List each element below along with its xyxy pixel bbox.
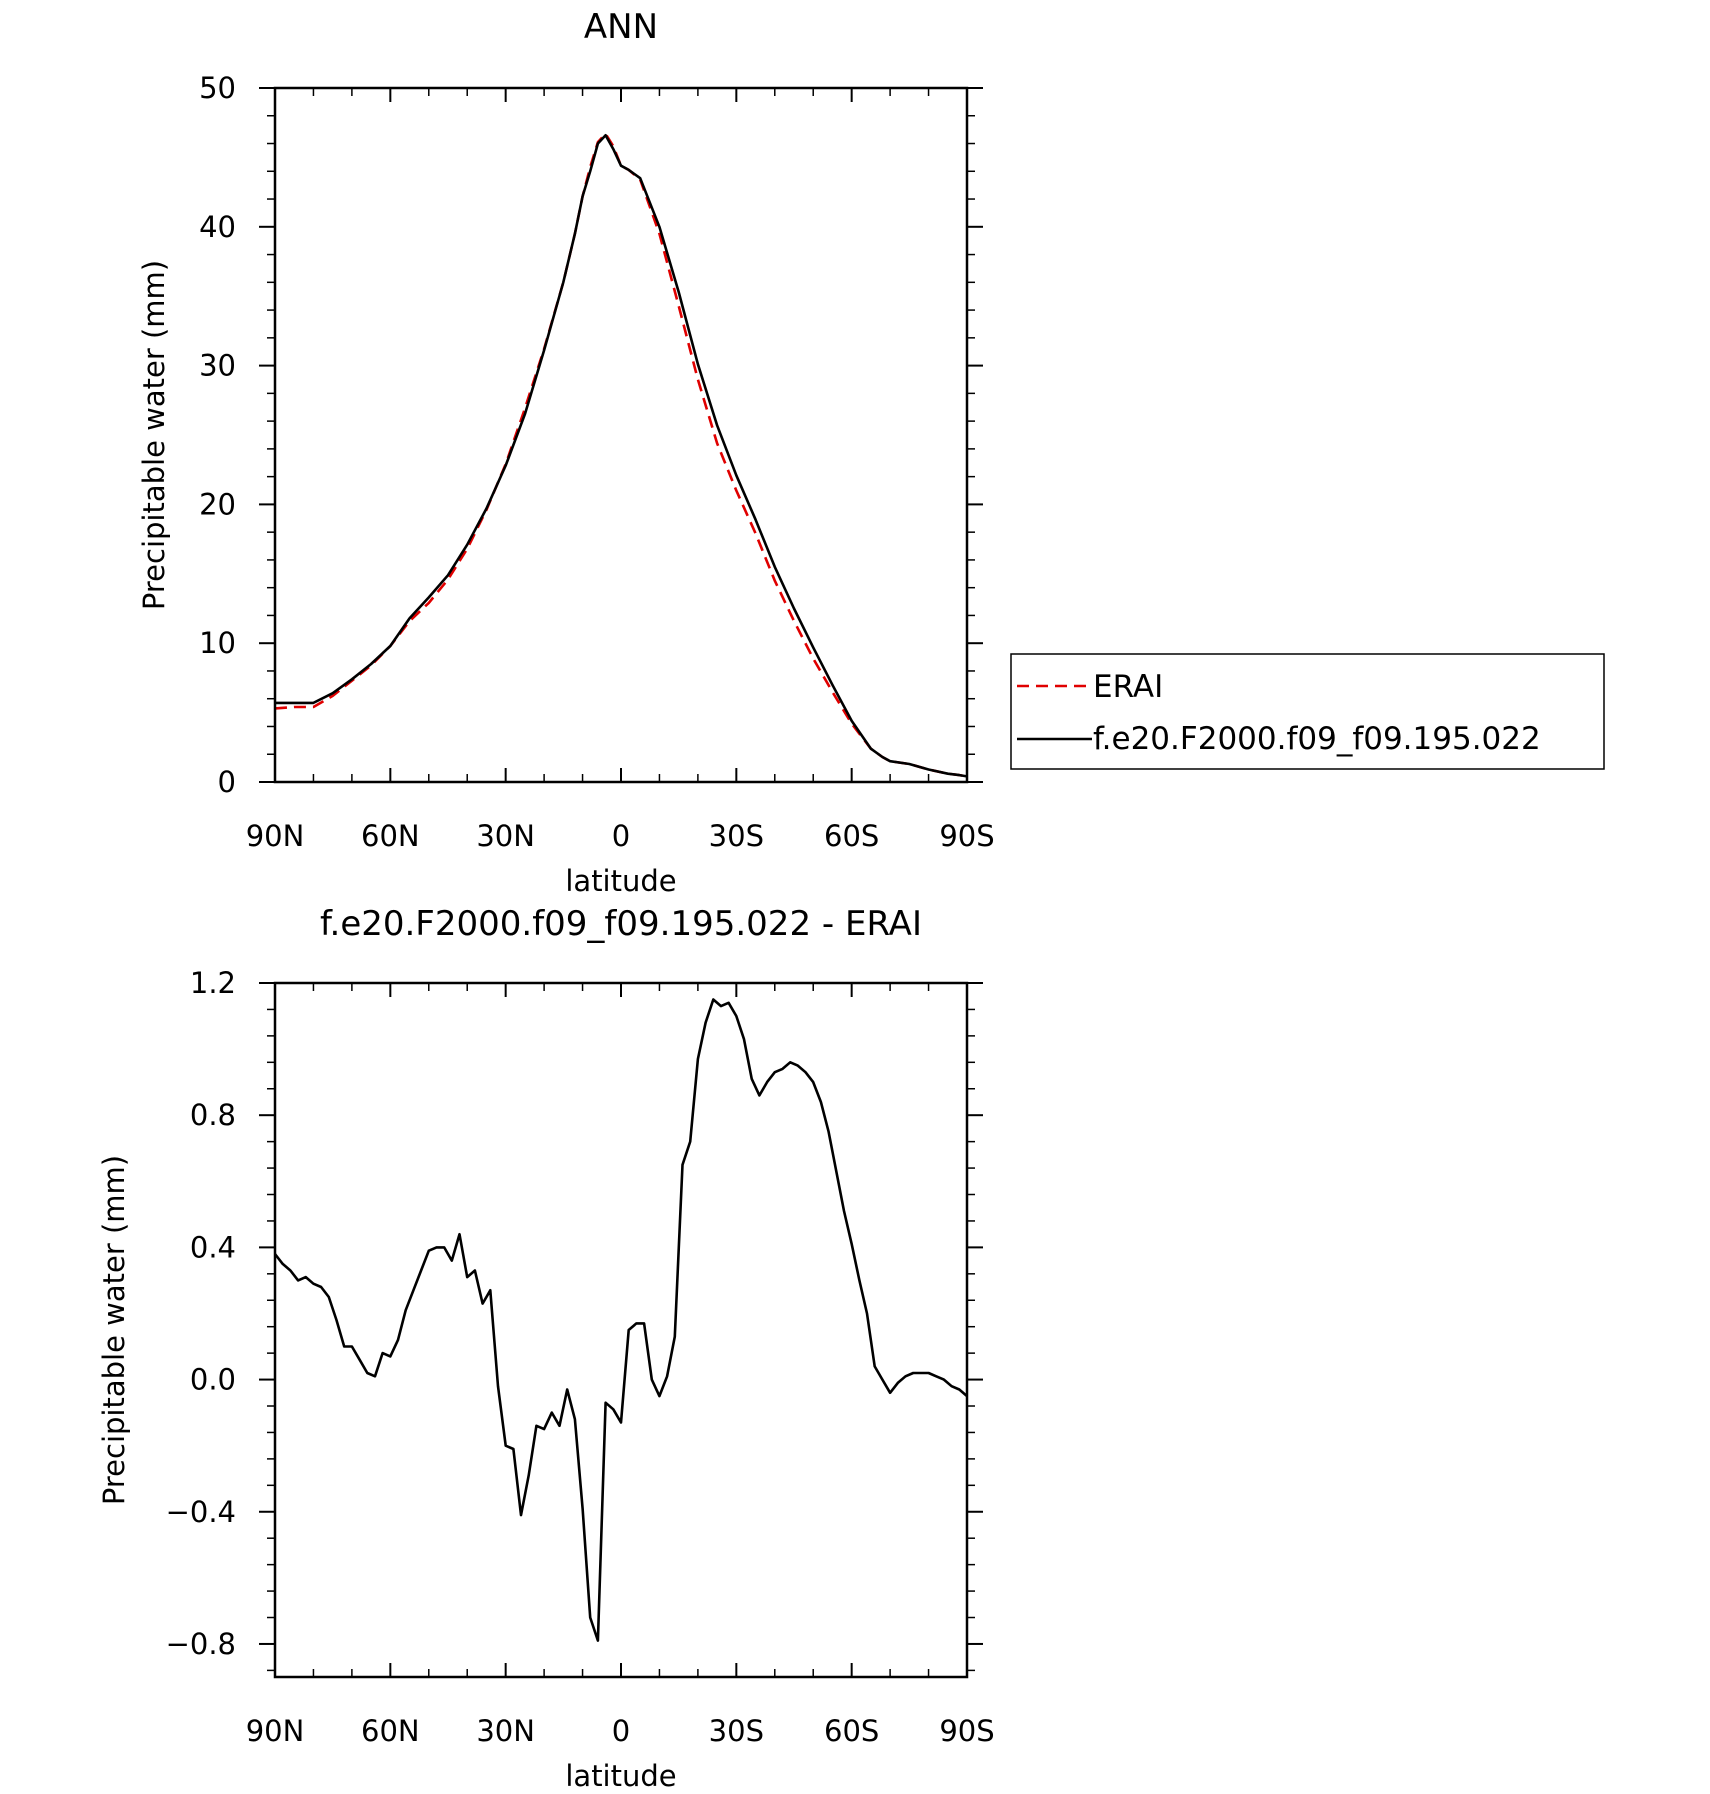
x-tick-label: 30N	[476, 819, 535, 853]
bottom-panel-series-difference-line	[273, 998, 968, 1642]
top-panel: ANN 90N 60N 30N 0 30S 60S 90S 0 10 20 30 40 50 latit…	[137, 7, 1605, 898]
x-tick-label: 30S	[709, 819, 764, 853]
bottom-panel-frame	[273, 981, 969, 1679]
legend-box	[1010, 653, 1605, 770]
x-tick-label: 60N	[361, 1714, 420, 1748]
y-tick-label: 20	[199, 487, 236, 521]
y-tick-label: 0.8	[190, 1098, 236, 1132]
y-tick-label: 0	[218, 765, 236, 799]
x-tick-label: 30N	[476, 1714, 535, 1748]
legend-label-model: f.e20.F2000.f09_f09.195.022	[1093, 721, 1541, 757]
top-panel-series-f-e20-f2000-f09-f09-195-022-line	[275, 133, 968, 778]
bottom-panel: f.e20.F2000.f09_f09.195.022 - ERAI 90N 60…	[97, 904, 995, 1793]
x-tick-label: 30S	[709, 1714, 764, 1748]
legend-label-erai: ERAI	[1093, 669, 1163, 705]
bottom-panel-title: f.e20.F2000.f09_f09.195.022 - ERAI	[320, 904, 922, 944]
y-tick-label: 40	[199, 210, 236, 244]
legend: ERAI f.e20.F2000.f09_f09.195.022	[1010, 653, 1605, 770]
bottom-panel-y-axis-label: Precipitable water (mm)	[97, 1155, 131, 1505]
y-tick-label: 10	[199, 626, 236, 660]
y-tick-label: 0.4	[190, 1230, 236, 1264]
x-tick-label: 60N	[361, 819, 420, 853]
x-tick-label: 60S	[824, 1714, 879, 1748]
y-tick-label: −0.8	[166, 1627, 236, 1661]
y-tick-label: 50	[199, 71, 236, 105]
top-panel-x-axis-label: latitude	[565, 864, 676, 898]
top-panel-title: ANN	[584, 7, 658, 47]
top-panel-series-erai-line	[274, 132, 968, 778]
x-tick-label: 0	[612, 1714, 630, 1748]
y-tick-label: 1.2	[190, 966, 236, 1000]
x-tick-label: 60S	[824, 819, 879, 853]
x-tick-label: 0	[612, 819, 630, 853]
y-tick-label: −0.4	[166, 1495, 236, 1529]
y-tick-label: 30	[199, 349, 236, 383]
x-tick-label: 90S	[939, 819, 994, 853]
y-tick-label: 0.0	[190, 1363, 236, 1397]
bottom-panel-x-axis-label: latitude	[565, 1759, 676, 1793]
top-panel-y-axis-label: Precipitable water (mm)	[137, 260, 171, 610]
x-tick-label: 90S	[939, 1714, 994, 1748]
x-tick-label: 90N	[246, 1714, 305, 1748]
x-tick-label: 90N	[246, 819, 305, 853]
top-panel-frame	[273, 86, 969, 784]
